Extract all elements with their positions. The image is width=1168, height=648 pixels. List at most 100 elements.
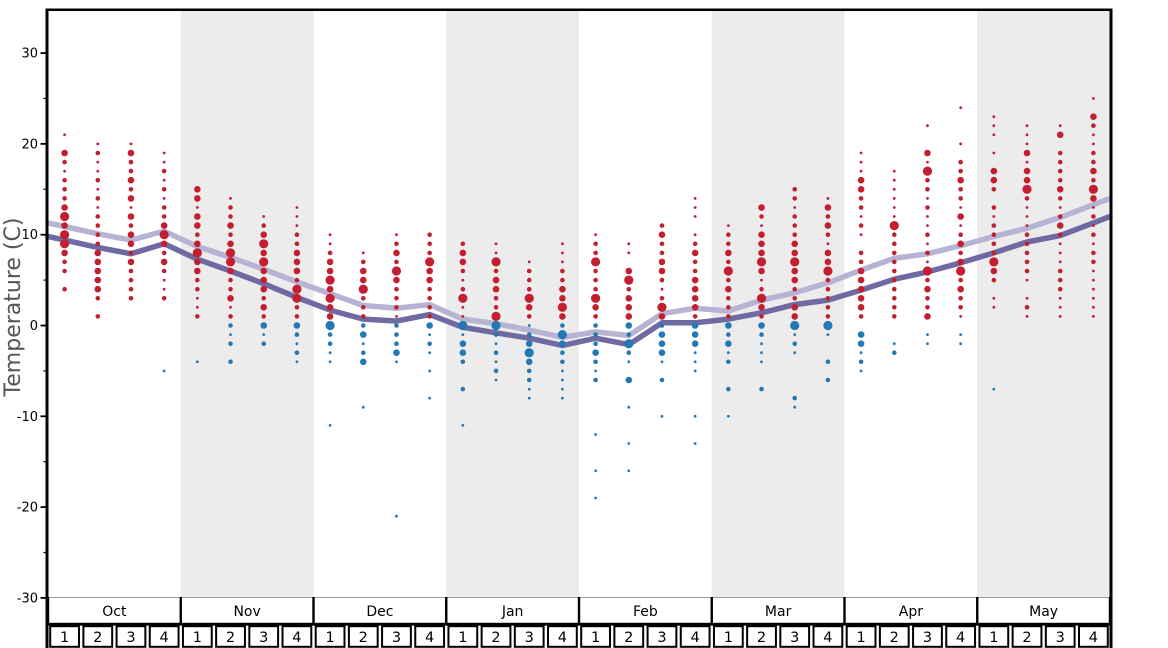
below-freezing-dot <box>693 414 697 418</box>
below-freezing-dot <box>491 320 501 331</box>
below-freezing-dot <box>359 358 367 366</box>
below-freezing-dot <box>427 341 432 347</box>
below-freezing-dot <box>228 359 233 365</box>
below-freezing-dot <box>992 387 996 391</box>
below-freezing-dot <box>461 424 465 427</box>
above-freezing-dot <box>292 284 302 294</box>
above-freezing-dot <box>1025 296 1029 300</box>
below-freezing-dot <box>759 386 764 392</box>
below-freezing-dot <box>760 342 763 346</box>
month-label: May <box>1029 604 1058 620</box>
above-freezing-dot <box>62 177 67 183</box>
above-freezing-dot <box>758 249 765 257</box>
above-freezing-dot <box>858 259 864 265</box>
above-freezing-dot <box>1024 232 1030 237</box>
below-freezing-dot <box>557 330 568 340</box>
above-freezing-dot <box>1025 142 1029 146</box>
above-freezing-dot <box>925 305 930 310</box>
above-freezing-dot <box>758 240 765 248</box>
below-freezing-dot <box>593 341 598 347</box>
above-freezing-dot <box>293 258 301 266</box>
below-freezing-dot <box>293 322 301 329</box>
above-freezing-dot <box>393 276 400 284</box>
above-freezing-dot <box>394 286 399 292</box>
above-freezing-dot <box>824 249 832 257</box>
above-freezing-dot <box>791 240 799 248</box>
week-cell <box>447 625 479 648</box>
above-freezing-dot <box>394 241 399 247</box>
month-label: Nov <box>233 604 260 620</box>
above-freezing-dot <box>759 214 764 219</box>
below-freezing-dot <box>793 333 797 336</box>
above-freezing-dot <box>161 214 167 219</box>
week-cell <box>148 625 180 648</box>
above-freezing-dot <box>891 259 897 265</box>
y-axis-label: Temperature (C) <box>1 218 26 398</box>
week-label: 2 <box>1022 630 1031 646</box>
above-freezing-dot <box>326 285 334 293</box>
below-freezing-dot <box>593 377 598 383</box>
above-freezing-dot <box>925 205 930 210</box>
above-freezing-dot <box>891 296 897 301</box>
above-freezing-dot <box>926 215 929 218</box>
plot-top-border <box>46 8 1112 11</box>
above-freezing-dot <box>62 286 67 292</box>
above-freezing-dot <box>891 277 897 283</box>
above-freezing-dot <box>1057 286 1063 292</box>
below-freezing-dot <box>625 322 633 329</box>
above-freezing-dot <box>926 197 929 200</box>
above-freezing-dot <box>460 241 466 247</box>
month-label: Jan <box>501 604 524 620</box>
above-freezing-dot <box>494 242 498 246</box>
week-cell <box>845 625 877 648</box>
above-freezing-dot <box>959 142 963 146</box>
above-freezing-dot <box>195 314 200 319</box>
above-freezing-dot <box>892 169 896 173</box>
above-freezing-dot <box>261 314 267 319</box>
above-freezing-dot <box>358 284 368 294</box>
above-freezing-dot <box>691 285 699 293</box>
above-freezing-dot <box>858 314 864 319</box>
above-freezing-dot <box>826 242 830 246</box>
week-cell <box>878 625 910 648</box>
below-freezing-dot <box>859 351 863 355</box>
below-freezing-dot <box>659 323 665 328</box>
below-freezing-dot <box>294 332 300 337</box>
above-freezing-dot <box>1057 150 1063 156</box>
above-freezing-dot <box>128 187 134 192</box>
above-freezing-dot <box>295 215 299 218</box>
above-freezing-dot <box>693 206 697 209</box>
above-freezing-dot <box>593 241 598 247</box>
month-row: Oct Nov Dec Jan Feb Mar Apr May <box>46 597 1112 626</box>
above-freezing-dot <box>393 249 400 257</box>
above-freezing-dot <box>825 305 831 310</box>
week-cell <box>712 625 744 648</box>
above-freezing-dot <box>128 277 134 283</box>
above-freezing-dot <box>1056 186 1064 193</box>
below-freezing-dot <box>759 332 764 337</box>
below-freezing-dot <box>627 360 631 364</box>
above-freezing-dot <box>926 260 929 264</box>
above-freezing-dot <box>194 222 201 229</box>
above-freezing-dot <box>195 286 200 292</box>
above-freezing-dot <box>693 215 697 218</box>
y-tick-label: -10 <box>17 410 38 425</box>
below-freezing-dot <box>228 341 233 347</box>
above-freezing-dot <box>95 150 101 156</box>
below-freezing-dot <box>195 360 199 364</box>
above-freezing-dot <box>61 222 68 229</box>
right-spine <box>1109 8 1113 648</box>
above-freezing-dot <box>294 305 300 310</box>
above-freezing-dot <box>692 314 698 319</box>
below-freezing-dot <box>494 360 498 364</box>
above-freezing-dot <box>460 268 466 274</box>
above-freezing-dot <box>427 314 432 319</box>
above-freezing-dot <box>825 286 831 292</box>
above-freezing-dot <box>992 133 996 137</box>
below-freezing-dot <box>658 340 666 348</box>
below-freezing-dot <box>560 323 565 328</box>
above-freezing-dot <box>162 178 166 182</box>
above-freezing-dot <box>228 286 233 292</box>
above-freezing-dot <box>892 206 896 209</box>
above-freezing-dot <box>792 296 798 301</box>
